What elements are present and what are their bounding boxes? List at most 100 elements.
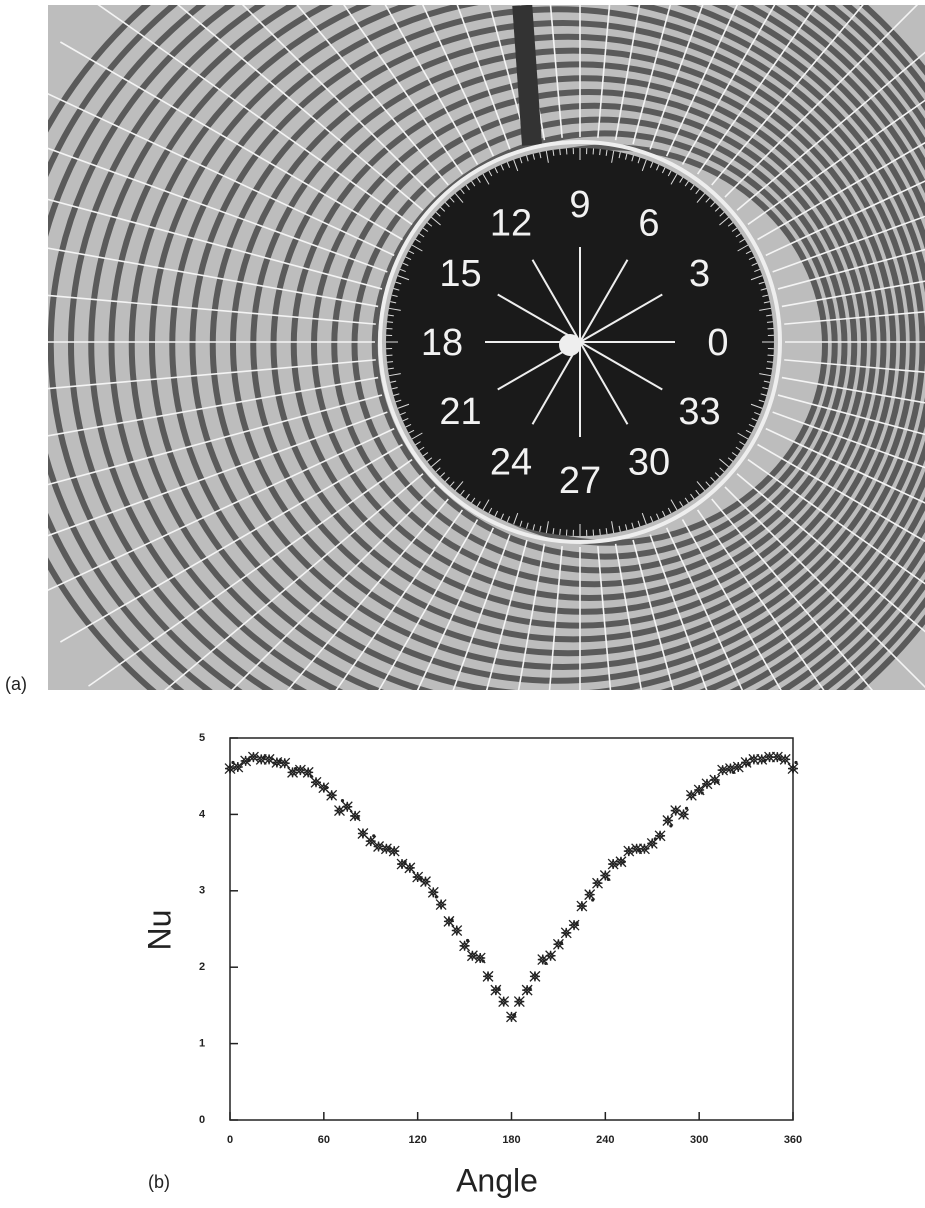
dot-point bbox=[450, 918, 453, 921]
y-tick-label: 4 bbox=[199, 808, 206, 820]
dot-point bbox=[669, 824, 672, 827]
dot-point bbox=[403, 860, 406, 863]
dial-label: 21 bbox=[439, 391, 481, 433]
dial-label: 15 bbox=[439, 253, 481, 295]
star-point bbox=[405, 863, 415, 873]
dial-hub bbox=[559, 334, 581, 356]
star-point bbox=[233, 762, 243, 772]
x-tick-label: 120 bbox=[408, 1134, 426, 1146]
star-point bbox=[342, 802, 352, 812]
star-point bbox=[788, 764, 798, 774]
star-point bbox=[420, 877, 430, 887]
dot-point bbox=[716, 781, 719, 784]
y-tick-label: 3 bbox=[199, 885, 205, 897]
star-point bbox=[436, 900, 446, 910]
dot-point bbox=[794, 761, 797, 764]
dot-point bbox=[294, 767, 297, 770]
star-point bbox=[624, 846, 634, 856]
star-point bbox=[374, 841, 384, 851]
dial-tick bbox=[767, 362, 773, 363]
star-point bbox=[577, 901, 587, 911]
dot-point bbox=[763, 759, 766, 762]
star-point bbox=[366, 836, 376, 846]
dot-point bbox=[622, 860, 625, 863]
dot-point bbox=[325, 786, 328, 789]
dot-point bbox=[341, 799, 344, 802]
interferogram-photo: 03691215182124273033 bbox=[0, 0, 925, 942]
dot-point bbox=[513, 1013, 516, 1016]
dial-label: 33 bbox=[678, 391, 720, 433]
star-point bbox=[452, 926, 462, 936]
star-point bbox=[757, 754, 767, 764]
star-point bbox=[311, 777, 321, 787]
dot-point bbox=[575, 921, 578, 924]
dot-point bbox=[544, 962, 547, 965]
dial-tick bbox=[767, 322, 773, 323]
dot-point bbox=[419, 878, 422, 881]
dot-point bbox=[482, 959, 485, 962]
dot-point bbox=[310, 775, 313, 778]
star-point bbox=[295, 765, 305, 775]
y-tick-label: 5 bbox=[199, 732, 205, 744]
x-axis-label: Angle bbox=[456, 1162, 538, 1198]
dial-label: 6 bbox=[638, 203, 659, 245]
dot-point bbox=[357, 817, 360, 820]
dial-label: 27 bbox=[559, 460, 601, 502]
dot-point bbox=[732, 771, 735, 774]
star-point bbox=[444, 916, 454, 926]
y-axis-label: Nu bbox=[141, 910, 177, 951]
star-point bbox=[491, 985, 501, 995]
panel-label: (b) bbox=[148, 1172, 170, 1192]
plot-frame bbox=[230, 738, 793, 1120]
dot-point bbox=[638, 849, 641, 852]
dot-point bbox=[372, 834, 375, 837]
star-point bbox=[608, 859, 618, 869]
dial-label: 3 bbox=[689, 253, 710, 295]
dot-point bbox=[747, 763, 750, 766]
dial-tick bbox=[560, 149, 561, 155]
dot-point bbox=[654, 837, 657, 840]
x-tick-label: 180 bbox=[502, 1134, 520, 1146]
star-point bbox=[522, 985, 532, 995]
star-point bbox=[389, 846, 399, 856]
dot-point bbox=[560, 941, 563, 944]
star-point bbox=[530, 971, 540, 981]
y-tick-label: 1 bbox=[199, 1038, 205, 1050]
star-point bbox=[639, 844, 649, 854]
dot-point bbox=[388, 847, 391, 850]
star-point bbox=[546, 951, 556, 961]
star-point bbox=[663, 816, 673, 826]
star-point bbox=[460, 941, 470, 951]
dial-tick bbox=[600, 529, 601, 535]
dial-label: 12 bbox=[490, 203, 532, 245]
dot-point bbox=[278, 759, 281, 762]
dial-tick bbox=[600, 149, 601, 155]
dot-point bbox=[591, 898, 594, 901]
dial-label: 24 bbox=[490, 442, 532, 484]
dial-label: 18 bbox=[421, 322, 463, 364]
star-point bbox=[327, 790, 337, 800]
star-point bbox=[499, 997, 509, 1007]
dot-point bbox=[466, 939, 469, 942]
x-tick-label: 360 bbox=[784, 1134, 802, 1146]
star-point bbox=[514, 997, 524, 1007]
dot-point bbox=[497, 987, 500, 990]
figure: 03691215182124273033 (a) (b) Angle Nu 06… bbox=[0, 0, 925, 1208]
dot-point bbox=[685, 807, 688, 810]
dot-point bbox=[435, 895, 438, 898]
dial-label: 0 bbox=[707, 322, 728, 364]
dial-tick bbox=[560, 529, 561, 535]
dial-label: 30 bbox=[628, 442, 670, 484]
x-tick-label: 60 bbox=[318, 1134, 330, 1146]
x-tick-label: 240 bbox=[596, 1134, 614, 1146]
dot-point bbox=[779, 758, 782, 761]
x-tick-label: 0 bbox=[227, 1134, 233, 1146]
star-point bbox=[553, 939, 563, 949]
x-tick-label: 300 bbox=[690, 1134, 708, 1146]
dial-tick bbox=[387, 322, 393, 323]
dot-point bbox=[263, 756, 266, 759]
star-point bbox=[483, 971, 493, 981]
star-point bbox=[467, 951, 477, 961]
y-tick-label: 0 bbox=[199, 1114, 205, 1126]
panel-label: (a) bbox=[5, 674, 27, 694]
